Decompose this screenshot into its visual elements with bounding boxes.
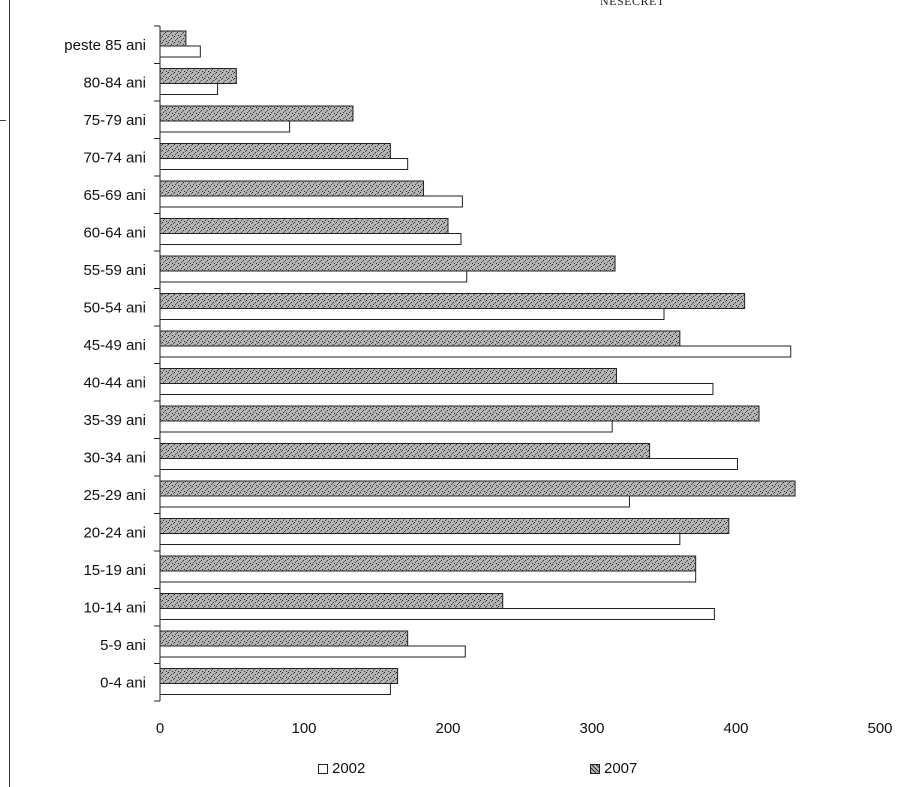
bar-2007-35-39-ani	[159, 405, 760, 422]
bar-2002-35-39-ani	[159, 420, 613, 433]
category-label-55-59-ani: 55-59 ani	[83, 262, 146, 279]
bar-2007-75-79-ani	[159, 105, 354, 122]
legend-label-2007: 2007	[604, 760, 638, 777]
bar-2007-30-34-ani	[159, 443, 651, 459]
bar-2002-80-84-ani	[159, 83, 219, 95]
bar-2007-15-19-ani	[159, 555, 697, 572]
bar-2007-65-69-ani	[159, 180, 425, 197]
bar-2007-70-74-ani	[159, 143, 391, 159]
legend-item-2002: 2002	[318, 760, 365, 777]
category-label-45-49-ani: 45-49 ani	[83, 337, 146, 354]
category-label-peste-85-ani: peste 85 ani	[64, 37, 146, 54]
category-label-15-19-ani: 15-19 ani	[83, 562, 146, 579]
bar-2002-peste-85-ani	[159, 45, 201, 58]
classification-stamp: NESECRET	[600, 0, 665, 8]
x-tick-label-500: 500	[867, 720, 892, 737]
bar-2002-20-24-ani	[159, 533, 681, 545]
category-label-30-34-ani: 30-34 ani	[83, 449, 146, 466]
bar-2002-50-54-ani	[159, 308, 665, 320]
category-label-20-24-ani: 20-24 ani	[83, 524, 146, 541]
category-label-35-39-ani: 35-39 ani	[83, 412, 146, 429]
bar-2007-peste-85-ani	[159, 30, 187, 47]
legend-item-2007: 2007	[590, 760, 637, 777]
x-tick-label-0: 0	[156, 720, 164, 737]
bar-2002-60-64-ani	[159, 233, 462, 245]
bar-2002-45-49-ani	[159, 345, 792, 358]
category-label-0-4-ani: 0-4 ani	[100, 674, 146, 691]
x-tick-label-200: 200	[435, 720, 460, 737]
x-tick-label-100: 100	[291, 720, 316, 737]
bar-2007-5-9-ani	[159, 630, 409, 647]
legend-swatch-2002	[318, 763, 328, 774]
bar-2002-75-79-ani	[159, 120, 291, 133]
bar-2002-0-4-ani	[159, 683, 391, 695]
bar-2002-40-44-ani	[159, 383, 714, 395]
bar-2007-40-44-ani	[159, 368, 617, 384]
category-label-5-9-ani: 5-9 ani	[100, 637, 146, 654]
legend-swatch-2007	[590, 763, 600, 774]
x-tick-label-300: 300	[579, 720, 604, 737]
bar-2007-55-59-ani	[159, 255, 616, 272]
page-margin-line	[9, 0, 10, 787]
category-label-70-74-ani: 70-74 ani	[83, 149, 146, 166]
bar-2002-30-34-ani	[159, 458, 738, 470]
bar-2002-65-69-ani	[159, 195, 463, 208]
bar-2007-60-64-ani	[159, 218, 449, 234]
legend-label-2002: 2002	[332, 760, 366, 777]
category-label-60-64-ani: 60-64 ani	[83, 224, 146, 241]
bar-2007-50-54-ani	[159, 293, 746, 309]
bar-2002-25-29-ani	[159, 495, 630, 508]
bar-2007-10-14-ani	[159, 593, 504, 609]
category-label-40-44-ani: 40-44 ani	[83, 374, 146, 391]
bar-2002-55-59-ani	[159, 270, 468, 283]
category-label-10-14-ani: 10-14 ani	[83, 599, 146, 616]
bar-2007-20-24-ani	[159, 518, 730, 534]
bar-2002-10-14-ani	[159, 608, 715, 620]
bar-2002-5-9-ani	[159, 645, 466, 658]
category-label-25-29-ani: 25-29 ani	[83, 487, 146, 504]
bar-2007-80-84-ani	[159, 68, 237, 84]
bar-2002-15-19-ani	[159, 570, 697, 583]
plot-area: peste 85 ani 80-84 ani 75-79 ani 70-74 ani 6…	[64, 25, 893, 737]
category-label-80-84-ani: 80-84 ani	[83, 74, 146, 91]
x-tick-label-400: 400	[723, 720, 748, 737]
category-label-75-79-ani: 75-79 ani	[83, 112, 146, 129]
bar-2007-25-29-ani	[159, 480, 796, 497]
category-label-50-54-ani: 50-54 ani	[83, 299, 146, 316]
bar-2002-70-74-ani	[159, 158, 409, 170]
margin-tick	[0, 120, 6, 121]
bar-2007-0-4-ani	[159, 668, 399, 684]
category-label-65-69-ani: 65-69 ani	[83, 187, 146, 204]
bar-2007-45-49-ani	[159, 330, 681, 347]
